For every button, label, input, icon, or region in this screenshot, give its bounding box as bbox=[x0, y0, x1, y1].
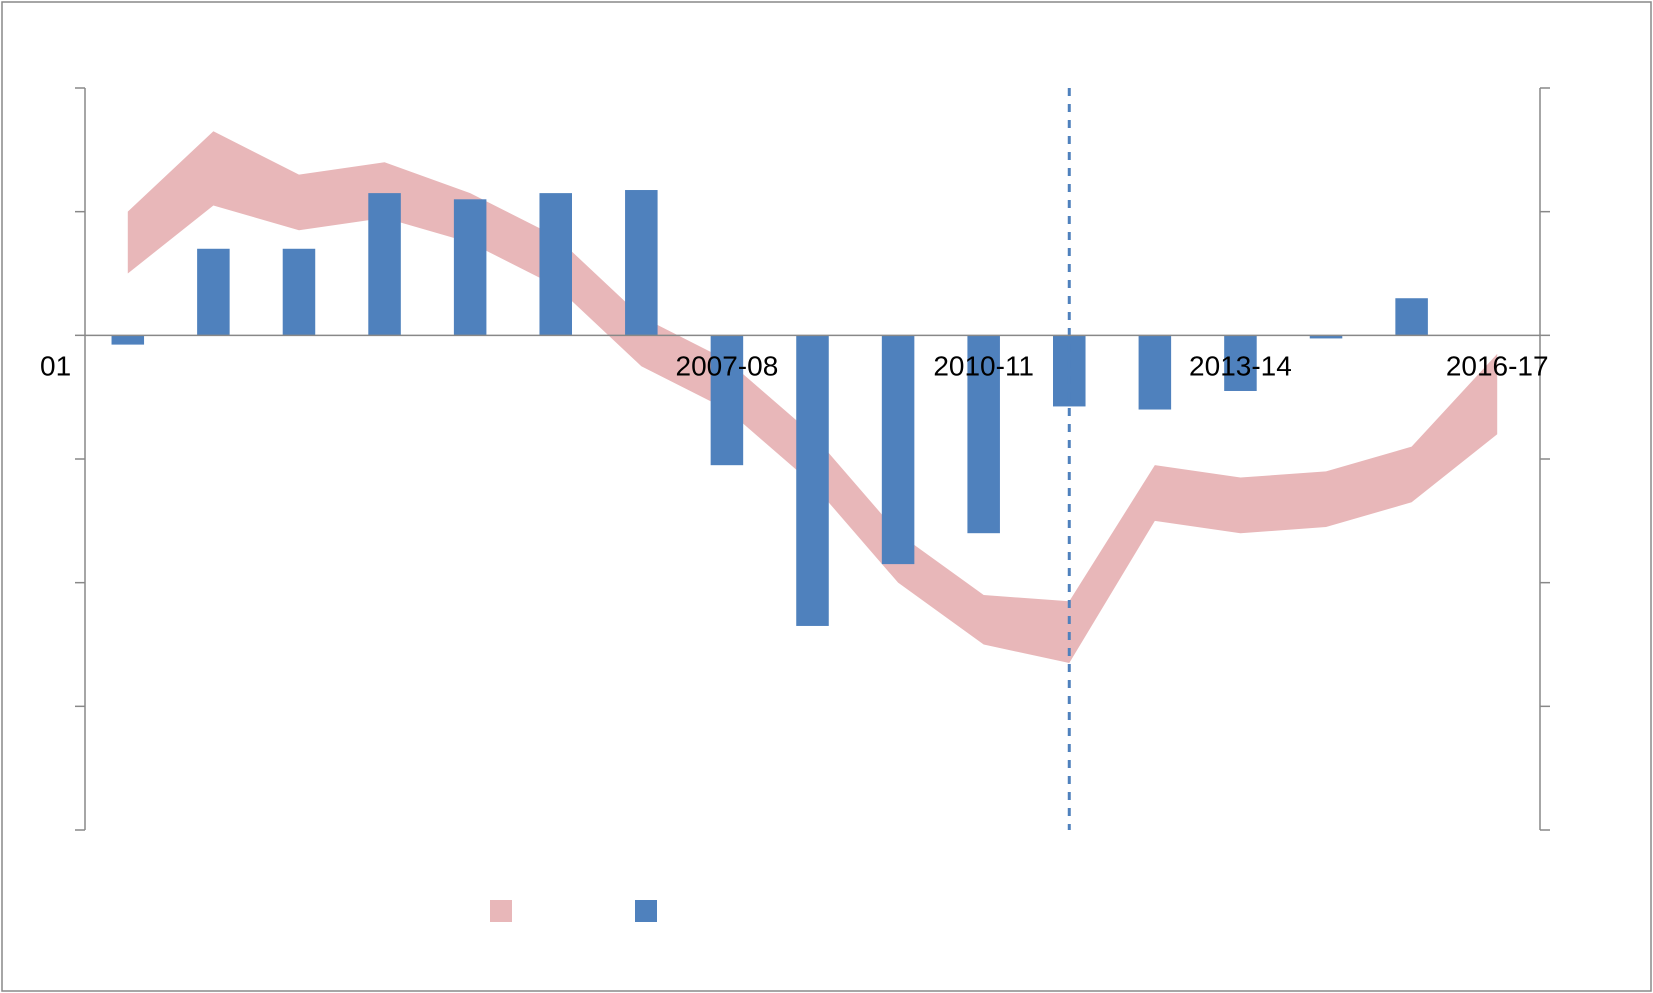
bar bbox=[368, 193, 401, 335]
bar bbox=[283, 249, 316, 336]
bar bbox=[882, 335, 915, 564]
bar bbox=[796, 335, 829, 626]
bar bbox=[1395, 298, 1428, 335]
chart-svg: 01 2007-08 2010-11 2013-14 2016-17 bbox=[0, 0, 1653, 993]
x-axis-label: 2016-17 bbox=[1446, 350, 1549, 381]
bar bbox=[454, 199, 487, 335]
legend-swatch-bar bbox=[635, 900, 657, 922]
bar bbox=[539, 193, 572, 335]
bar bbox=[197, 249, 230, 336]
legend-swatch-area bbox=[490, 900, 512, 922]
x-axis-label: 2007-08 bbox=[676, 350, 779, 381]
x-axis-label: 2010-11 bbox=[933, 350, 1034, 381]
x-axis-leading-label: 01 bbox=[40, 350, 71, 381]
chart-container: 01 2007-08 2010-11 2013-14 2016-17 bbox=[0, 0, 1653, 993]
bar bbox=[1139, 335, 1172, 409]
bar bbox=[112, 335, 145, 344]
x-axis-label: 2013-14 bbox=[1189, 350, 1292, 381]
bar bbox=[625, 190, 658, 335]
